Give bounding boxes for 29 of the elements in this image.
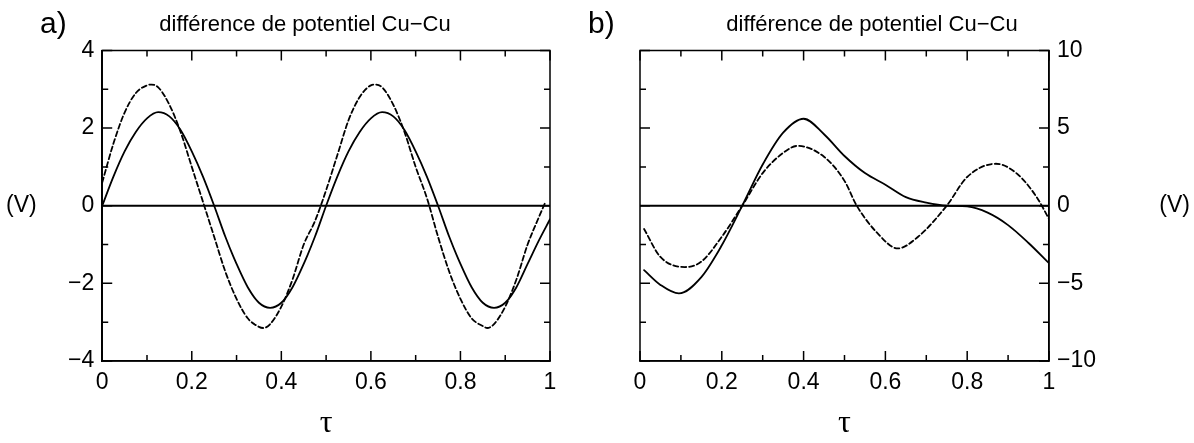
text: b) <box>588 6 615 40</box>
x-tick-label: 1 <box>1042 368 1056 395</box>
chart-title: différence de potentiel Cu−Cu <box>159 11 451 37</box>
y-tick-label: −4 <box>67 346 95 373</box>
x-tick-label: 0.6 <box>869 368 902 395</box>
x-tick-label: 0.4 <box>265 368 298 395</box>
y-tick-label: 4 <box>81 35 95 62</box>
x-tick-label: 0 <box>633 368 647 395</box>
y2-tick-label: −5 <box>1056 268 1084 295</box>
x-tick-label: 0.4 <box>787 368 820 395</box>
y2-tick-label: 10 <box>1056 35 1083 62</box>
text: a) <box>40 6 67 40</box>
x-axis-title: τ <box>838 403 852 440</box>
y2-axis-title: (V) <box>1159 191 1190 218</box>
x-tick-label: 0.8 <box>951 368 984 395</box>
x-tick-label: 0.8 <box>444 368 477 395</box>
y-tick-label: −2 <box>67 268 95 295</box>
x-tick-label: 1 <box>543 368 557 395</box>
y-axis-title: (V) <box>6 191 37 218</box>
y2-tick-label: 0 <box>1056 191 1070 218</box>
x-tick-label: 0.2 <box>175 368 208 395</box>
y2-tick-label: 5 <box>1056 113 1070 140</box>
y2-tick-label: −10 <box>1056 346 1096 373</box>
y-tick-label: 0 <box>81 191 95 218</box>
x-tick-label: 0.6 <box>354 368 387 395</box>
y-tick-label: 2 <box>81 113 95 140</box>
x-tick-label: 0.2 <box>705 368 738 395</box>
x-axis-title: τ <box>319 403 333 440</box>
chart-title: différence de potentiel Cu−Cu <box>726 11 1018 37</box>
